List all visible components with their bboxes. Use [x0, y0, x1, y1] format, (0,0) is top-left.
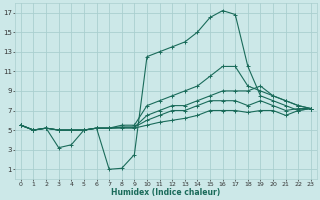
- X-axis label: Humidex (Indice chaleur): Humidex (Indice chaleur): [111, 188, 220, 197]
